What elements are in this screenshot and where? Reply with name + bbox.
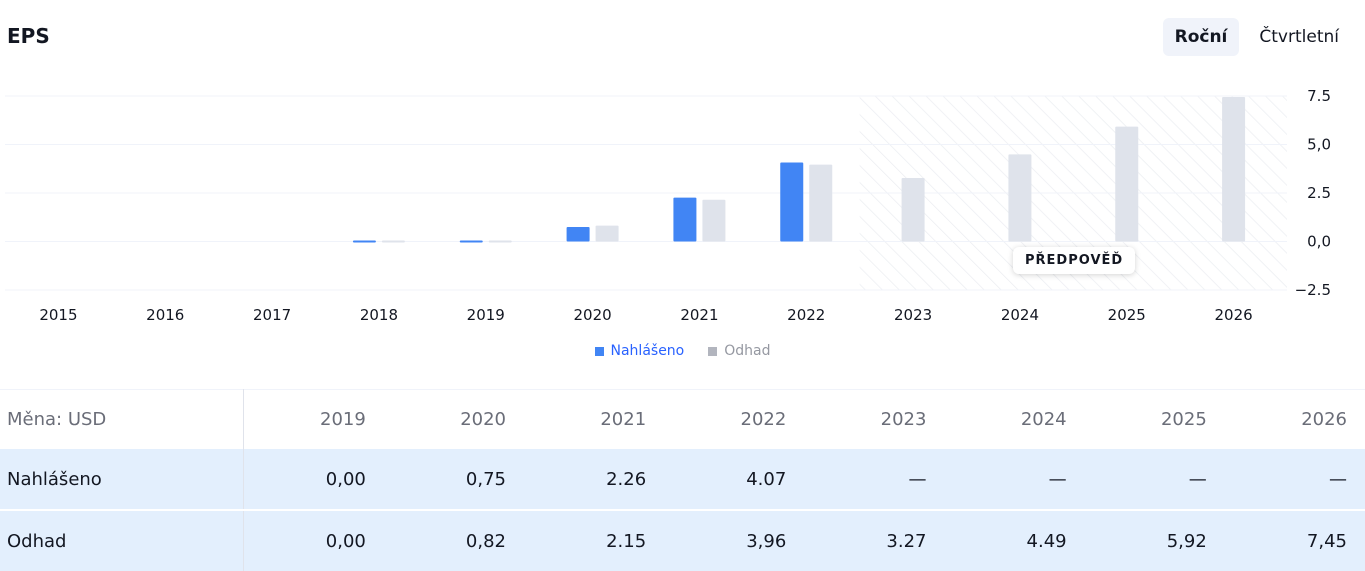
bar-estimate-2024[interactable] [1008, 154, 1032, 242]
table-cell: 0,82 [383, 509, 524, 571]
legend-swatch-reported [594, 346, 604, 356]
chart-legend: Nahlášeno Odhad [0, 343, 1365, 359]
x-tick-label: 2026 [1214, 306, 1252, 324]
table-cell: — [908, 468, 927, 490]
bar-estimate-2023[interactable] [901, 178, 925, 242]
table-cell: 4.07 [746, 468, 787, 490]
table-cell: 5,92 [1084, 509, 1225, 571]
y-tick-label: 0,0 [1307, 233, 1331, 251]
y-tick-label: 7.5 [1307, 87, 1331, 105]
page-title: EPS [7, 24, 50, 48]
x-tick-label: 2020 [573, 306, 611, 324]
legend-item-estimate[interactable]: Odhad [708, 343, 771, 359]
table-row-reported: Nahlášeno 0,00 0,75 2.26 4.07 — — — — [0, 449, 1365, 510]
bar-estimate-2020[interactable] [595, 225, 619, 242]
x-tick-label: 2018 [360, 306, 398, 324]
x-tick-label: 2017 [253, 306, 291, 324]
year-header: 2026 [1301, 409, 1347, 430]
bar-estimate-2021[interactable] [702, 199, 726, 242]
legend-label-reported: Nahlášeno [610, 343, 685, 359]
x-tick-label: 2021 [680, 306, 718, 324]
table-cell: 0,75 [465, 468, 506, 490]
year-header: 2024 [1020, 409, 1067, 430]
bar-reported-2021[interactable] [673, 197, 697, 242]
table-cell: 3,96 [664, 509, 805, 571]
legend-item-reported[interactable]: Nahlášeno [594, 343, 685, 359]
table-cell: 2.15 [524, 509, 665, 571]
table-cell: 3.27 [804, 509, 945, 571]
table-cell: 0,00 [243, 509, 384, 571]
row-label: Nahlášeno [0, 449, 244, 510]
table-cell: — [1048, 468, 1067, 490]
period-toggle: Roční Čtvrtletní [1162, 18, 1351, 56]
bar-estimate-2026[interactable] [1222, 96, 1246, 242]
bar-estimate-2025[interactable] [1115, 126, 1139, 242]
bar-estimate-2019[interactable] [488, 240, 512, 243]
table-cell: 7,45 [1224, 509, 1365, 571]
table-cell: — [1329, 468, 1347, 490]
bar-estimate-2022[interactable] [809, 164, 833, 242]
y-tick-label: 2.5 [1307, 184, 1331, 202]
table-cell: 4.49 [944, 509, 1085, 571]
year-header: 2019 [320, 409, 366, 430]
row-label: Odhad [0, 509, 244, 571]
legend-swatch-estimate [708, 346, 718, 356]
y-tick-label: 5,0 [1307, 136, 1331, 154]
x-tick-label: 2019 [467, 306, 505, 324]
bar-reported-2019[interactable] [459, 240, 483, 243]
x-tick-label: 2025 [1108, 306, 1146, 324]
eps-bar-chart: 2015 2016 2017 2018 2019 2020 2021 2022 2023 2024… [5, 87, 1331, 324]
table-cell: 0,00 [325, 468, 366, 490]
x-tick-label: 2023 [894, 306, 932, 324]
table-cell: 2.26 [606, 468, 647, 490]
bar-reported-2022[interactable] [780, 162, 804, 242]
table-cell: — [1188, 468, 1207, 490]
year-header: 2020 [460, 409, 506, 430]
table-row-estimate: Odhad 0,00 0,82 2.15 3,96 3.27 4.49 5,92… [0, 509, 1365, 571]
table-header-row: Měna: USD 2019 2020 2021 2022 2023 2024 … [0, 389, 1365, 449]
x-tick-label: 2015 [39, 306, 77, 324]
x-tick-label: 2016 [146, 306, 184, 324]
year-header: 2021 [600, 409, 647, 430]
tab-annual[interactable]: Roční [1162, 18, 1240, 56]
bar-reported-2018[interactable] [352, 240, 376, 243]
y-tick-label: −2.5 [1295, 281, 1331, 299]
forecast-badge: PŘEDPOVĚĎ [1013, 247, 1136, 274]
bar-estimate-2018[interactable] [381, 240, 405, 243]
year-header: 2023 [880, 409, 927, 430]
tab-quarterly[interactable]: Čtvrtletní [1247, 18, 1351, 56]
currency-label: Měna: USD [0, 389, 244, 449]
year-header: 2025 [1160, 409, 1207, 430]
x-tick-label: 2024 [1001, 306, 1039, 324]
x-tick-label: 2022 [787, 306, 825, 324]
eps-table: Měna: USD 2019 2020 2021 2022 2023 2024 … [0, 389, 1365, 571]
legend-label-estimate: Odhad [724, 343, 771, 359]
bar-reported-2020[interactable] [566, 226, 590, 242]
year-header: 2022 [740, 409, 787, 430]
